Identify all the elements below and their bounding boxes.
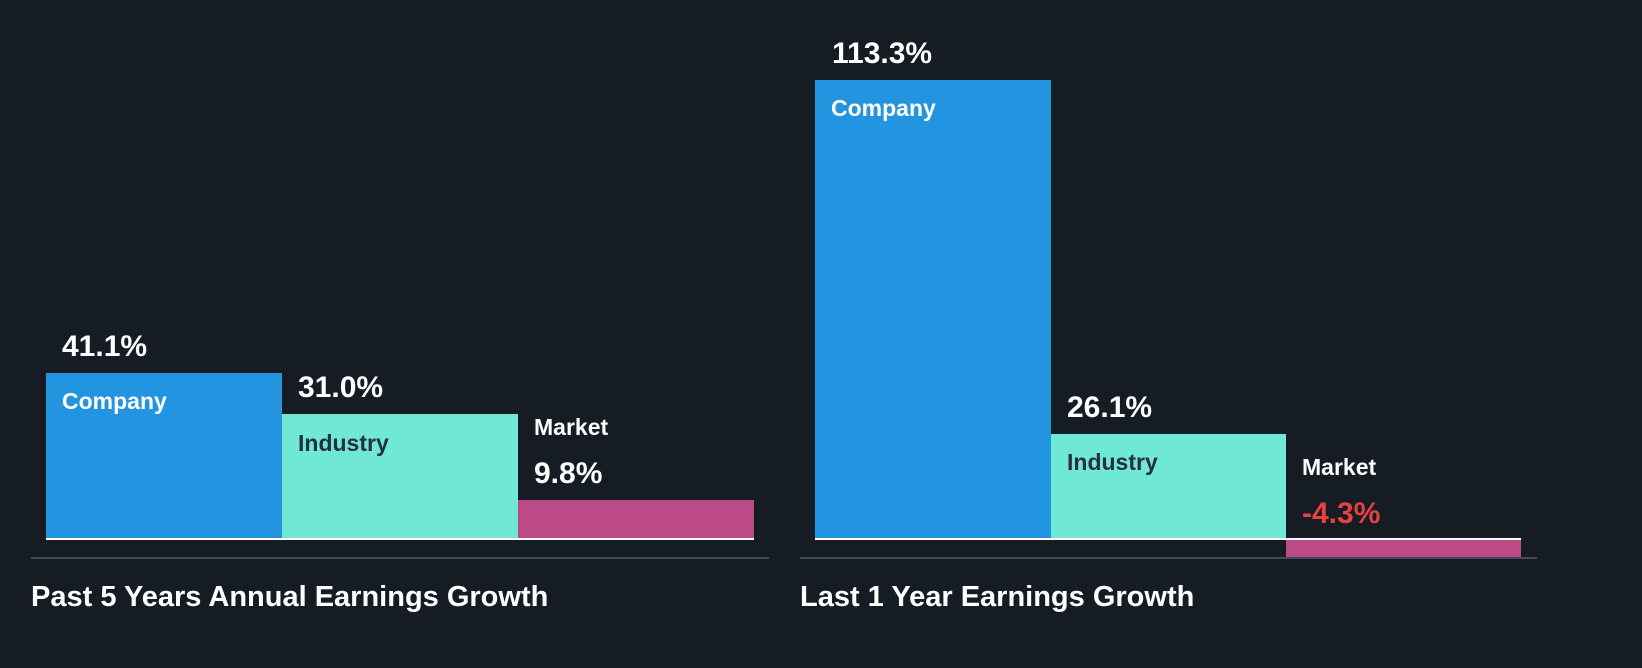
bar-market — [518, 500, 754, 539]
x-axis — [800, 557, 1537, 559]
industry-value: 26.1% — [1067, 391, 1153, 424]
market-label: Market — [534, 414, 609, 440]
market-value: 9.8% — [534, 457, 603, 490]
industry-value: 31.0% — [298, 371, 384, 404]
x-axis — [31, 557, 769, 559]
bar-industry — [1051, 434, 1286, 539]
industry-label: Industry — [1067, 449, 1158, 475]
market-label: Market — [1302, 454, 1377, 480]
company-label: Company — [62, 388, 167, 414]
industry-label: Industry — [298, 430, 389, 456]
bar-company — [46, 373, 282, 539]
chart-title: Last 1 Year Earnings Growth — [800, 581, 1195, 613]
market-value: -4.3% — [1302, 497, 1381, 530]
company-value: 41.1% — [62, 330, 148, 363]
bar-market — [1286, 540, 1521, 558]
chart-title: Past 5 Years Annual Earnings Growth — [31, 581, 549, 613]
bar-company — [815, 80, 1051, 539]
company-value: 113.3% — [832, 37, 933, 70]
company-label: Company — [831, 95, 936, 121]
zero-baseline — [815, 538, 1521, 540]
bar-industry — [282, 414, 518, 539]
zero-baseline — [46, 538, 754, 540]
